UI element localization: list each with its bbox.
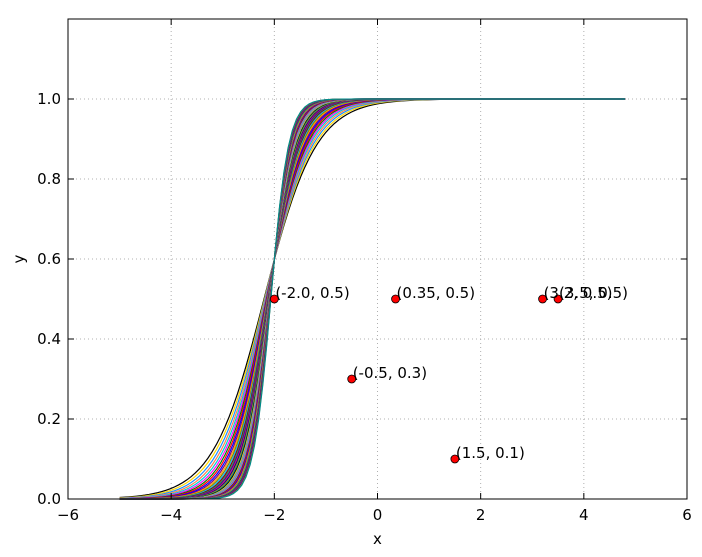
- data-point-5: [538, 294, 547, 304]
- x-tick-label: −2: [263, 506, 285, 524]
- y-tick-label: 0.4: [37, 330, 61, 348]
- y-axis-label: y: [10, 254, 28, 263]
- point-annotation-6: (3.5, 0.5): [559, 284, 628, 302]
- x-tick-label: 0: [373, 506, 383, 524]
- y-tick-label: 1.0: [37, 90, 61, 108]
- point-annotation-2: (0.35, 0.5): [397, 284, 476, 302]
- curve-series: [119, 98, 626, 500]
- x-tick-label: 2: [476, 506, 486, 524]
- data-point-1: [269, 294, 279, 304]
- x-axis-label: x: [373, 530, 382, 548]
- point-annotation-1: (-2.0, 0.5): [275, 284, 349, 302]
- x-tick-label: −4: [160, 506, 182, 524]
- x-tick-label: 4: [579, 506, 589, 524]
- y-tick-label: 0.6: [37, 250, 61, 268]
- point-annotation-3: (-0.5, 0.3): [353, 364, 427, 382]
- data-point-4: [450, 454, 460, 464]
- data-point-2: [391, 294, 400, 304]
- y-tick-label: 0.2: [37, 410, 61, 428]
- x-tick-label: −6: [57, 506, 79, 524]
- y-tick-label: 0.0: [37, 490, 61, 508]
- point-annotation-4: (1.5, 0.1): [456, 444, 525, 462]
- data-point-3: [347, 374, 357, 384]
- point-annotations: (-2.0, 0.5) (0.35, 0.5) (-0.5, 0.3) (1.5, 0…: [275, 284, 628, 462]
- grid: [67, 19, 688, 500]
- point-annotation-5: (3.2, 0.5): [544, 284, 613, 302]
- y-tick-label: 0.8: [37, 170, 61, 188]
- axis-ticks: −6 −4 −2 0 2 4 6 0.0 0.2 0.4 0.6 0.8 1.0: [37, 19, 692, 524]
- data-points: [269, 294, 563, 464]
- data-point-6: [553, 294, 563, 304]
- x-tick-label: 6: [682, 506, 692, 524]
